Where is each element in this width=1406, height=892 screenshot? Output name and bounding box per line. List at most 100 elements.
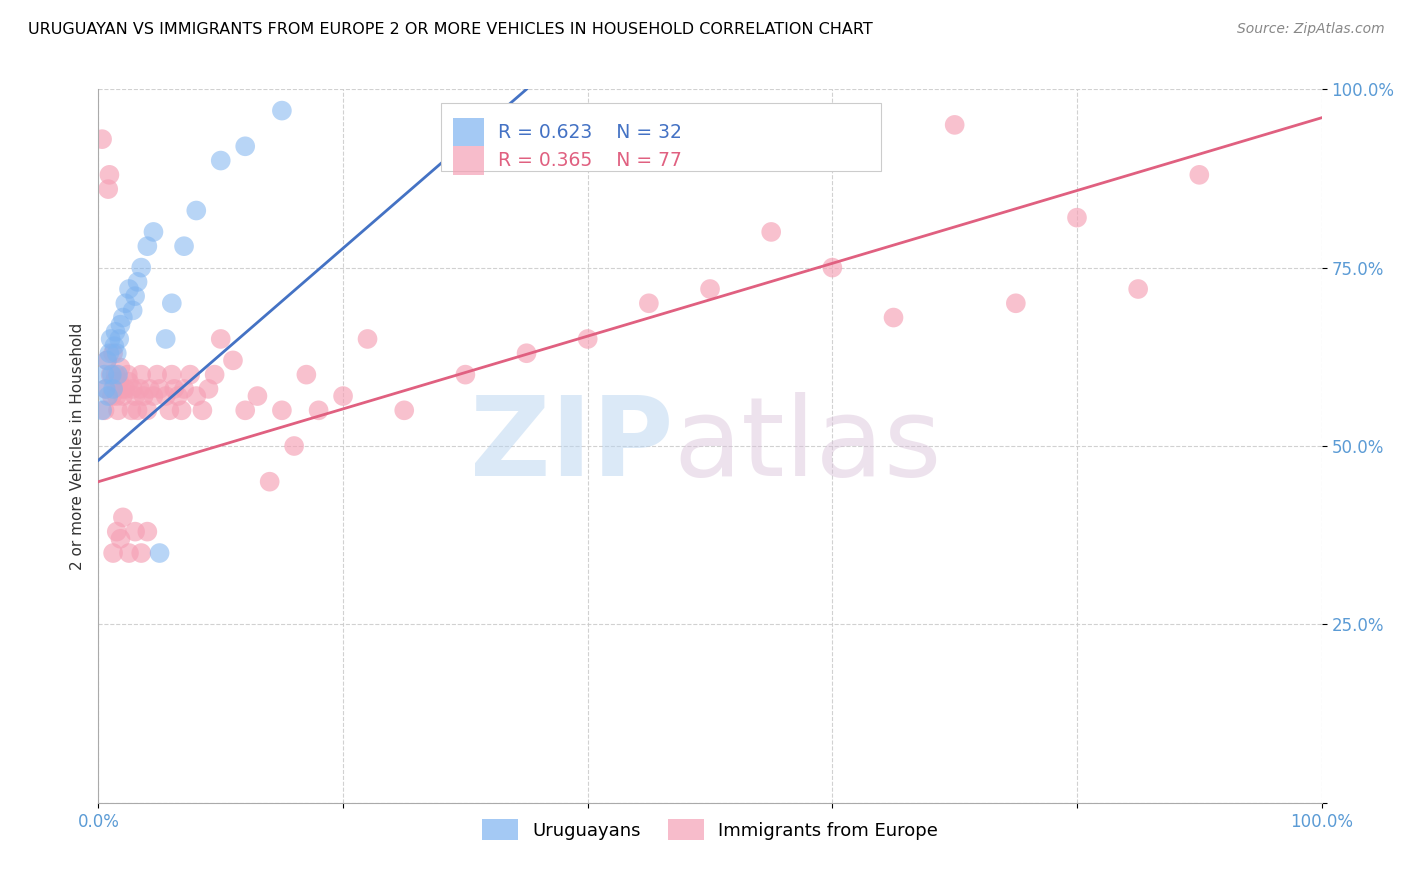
Point: [209, 332, 232, 346]
Point: [1128, 282, 1150, 296]
Point: [110, 318, 132, 332]
Point: [118, 282, 141, 296]
Point: [120, 403, 142, 417]
Point: [96, 353, 118, 368]
Point: [157, 403, 180, 417]
Point: [149, 382, 172, 396]
Point: [160, 368, 183, 382]
Point: [104, 368, 127, 382]
Point: [108, 332, 131, 346]
Point: [173, 382, 195, 396]
Point: [233, 139, 256, 153]
Point: [103, 339, 125, 353]
Point: [105, 346, 128, 360]
Point: [222, 353, 245, 368]
Point: [111, 510, 134, 524]
Point: [93, 403, 115, 417]
Point: [111, 389, 134, 403]
Point: [149, 546, 172, 560]
Point: [101, 389, 124, 403]
Point: [191, 403, 214, 417]
Point: [160, 296, 183, 310]
Point: [146, 368, 169, 382]
Point: [142, 225, 165, 239]
Point: [576, 332, 599, 346]
Point: [129, 546, 152, 560]
Text: Source: ZipAtlas.com: Source: ZipAtlas.com: [1237, 22, 1385, 37]
Point: [1066, 211, 1088, 225]
Point: [821, 260, 844, 275]
Point: [270, 403, 294, 417]
Point: [94, 382, 117, 396]
Point: [98, 168, 121, 182]
Point: [392, 403, 416, 417]
FancyBboxPatch shape: [441, 103, 882, 171]
Point: [101, 368, 124, 382]
Point: [1004, 296, 1026, 310]
Point: [173, 239, 195, 253]
Point: [121, 382, 143, 396]
Point: [1188, 168, 1211, 182]
Point: [110, 532, 132, 546]
Point: [332, 389, 354, 403]
Point: [124, 389, 146, 403]
Point: [515, 346, 537, 360]
Point: [111, 382, 134, 396]
Point: [100, 368, 122, 382]
Point: [117, 368, 139, 382]
Point: [136, 524, 159, 539]
Text: ZIP: ZIP: [470, 392, 673, 500]
Point: [118, 546, 141, 560]
Point: [454, 368, 477, 382]
Point: [259, 475, 281, 489]
Point: [308, 403, 330, 417]
Point: [179, 368, 201, 382]
Point: [129, 382, 152, 396]
Point: [186, 389, 208, 403]
Point: [121, 303, 143, 318]
Y-axis label: 2 or more Vehicles in Household: 2 or more Vehicles in Household: [69, 322, 84, 570]
Point: [97, 182, 120, 196]
Point: [155, 389, 177, 403]
Point: [136, 403, 159, 417]
Text: R = 0.365    N = 77: R = 0.365 N = 77: [498, 151, 682, 170]
Point: [124, 289, 146, 303]
Point: [197, 382, 219, 396]
Point: [107, 368, 129, 382]
Point: [103, 375, 125, 389]
Point: [132, 389, 155, 403]
Point: [93, 368, 115, 382]
Point: [127, 275, 149, 289]
Point: [127, 403, 149, 417]
Point: [139, 382, 162, 396]
Point: [170, 403, 193, 417]
Point: [98, 346, 121, 360]
Legend: Uruguayans, Immigrants from Europe: Uruguayans, Immigrants from Europe: [474, 812, 946, 847]
Point: [167, 389, 190, 403]
Point: [246, 389, 269, 403]
Point: [155, 332, 177, 346]
Point: [97, 389, 120, 403]
Point: [101, 346, 124, 360]
Point: [943, 118, 966, 132]
Point: [105, 389, 128, 403]
Point: [142, 389, 165, 403]
Point: [295, 368, 318, 382]
Point: [101, 382, 124, 396]
Point: [91, 132, 114, 146]
Point: [118, 375, 141, 389]
Point: [114, 296, 136, 310]
Point: [129, 260, 152, 275]
Point: [270, 103, 294, 118]
Point: [111, 310, 134, 325]
Text: R = 0.623    N = 32: R = 0.623 N = 32: [498, 122, 682, 142]
Point: [108, 375, 131, 389]
Point: [204, 368, 226, 382]
Point: [761, 225, 783, 239]
Point: [104, 325, 127, 339]
Bar: [453, 146, 484, 175]
Point: [637, 296, 661, 310]
Point: [163, 382, 186, 396]
Point: [283, 439, 305, 453]
Point: [356, 332, 378, 346]
